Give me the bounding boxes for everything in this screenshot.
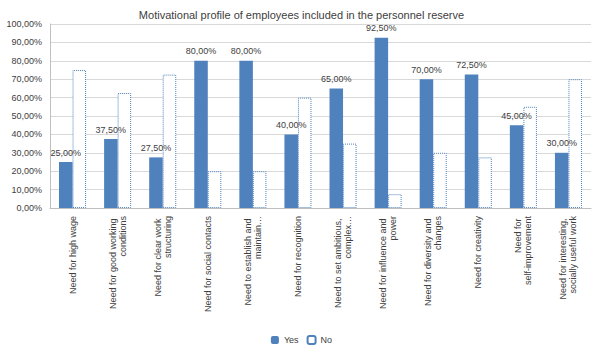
svg-text:Need for creativity: Need for creativity xyxy=(473,216,483,289)
svg-text:37,50%: 37,50% xyxy=(96,125,127,135)
svg-text:40,00%: 40,00% xyxy=(11,129,42,139)
svg-text:No: No xyxy=(321,335,333,345)
svg-text:Need for influence and: Need for influence and xyxy=(378,216,388,309)
svg-text:30,00%: 30,00% xyxy=(11,148,42,158)
svg-text:self-improvement: self-improvement xyxy=(523,216,533,286)
svg-text:structuring: structuring xyxy=(163,216,173,258)
svg-text:Need for social contacts: Need for social contacts xyxy=(203,216,213,313)
svg-text:70,00%: 70,00% xyxy=(11,74,42,84)
svg-text:80,00%: 80,00% xyxy=(11,56,42,66)
svg-text:90,00%: 90,00% xyxy=(11,37,42,47)
svg-text:45,00%: 45,00% xyxy=(501,111,532,121)
svg-text:20,00%: 20,00% xyxy=(11,166,42,176)
svg-text:Need for diversity and: Need for diversity and xyxy=(423,216,433,306)
svg-text:Need to set ambitious,: Need to set ambitious, xyxy=(333,216,343,308)
svg-text:socially useful work: socially useful work xyxy=(568,216,578,294)
svg-text:92,50%: 92,50% xyxy=(366,23,397,33)
svg-text:conditions: conditions xyxy=(118,216,128,257)
svg-text:Need for high wage: Need for high wage xyxy=(68,216,78,294)
svg-text:80,00%: 80,00% xyxy=(186,46,217,56)
svg-text:Yes: Yes xyxy=(284,335,299,345)
svg-text:power: power xyxy=(388,216,398,241)
svg-text:72,50%: 72,50% xyxy=(456,60,487,70)
svg-text:Motivational profile of employ: Motivational profile of employees includ… xyxy=(139,9,464,21)
svg-text:40,00%: 40,00% xyxy=(276,120,307,130)
svg-text:65,00%: 65,00% xyxy=(321,74,352,84)
svg-text:25,00%: 25,00% xyxy=(51,148,82,158)
svg-text:Need for recognition: Need for recognition xyxy=(293,216,303,297)
svg-text:50,00%: 50,00% xyxy=(11,111,42,121)
svg-text:complex…: complex… xyxy=(343,216,353,259)
svg-text:Need for clear work: Need for clear work xyxy=(153,216,163,297)
svg-text:60,00%: 60,00% xyxy=(11,93,42,103)
svg-text:Need to establish and: Need to establish and xyxy=(243,216,253,306)
svg-text:27,50%: 27,50% xyxy=(141,143,172,153)
svg-text:100,00%: 100,00% xyxy=(6,19,42,29)
svg-text:30,00%: 30,00% xyxy=(546,138,577,148)
svg-text:maintain…: maintain… xyxy=(253,216,263,259)
svg-text:changes: changes xyxy=(433,216,443,251)
svg-text:0,00%: 0,00% xyxy=(16,203,42,213)
svg-text:70,00%: 70,00% xyxy=(411,65,442,75)
svg-text:80,00%: 80,00% xyxy=(231,46,262,56)
svg-text:Need for: Need for xyxy=(513,216,523,253)
svg-text:10,00%: 10,00% xyxy=(11,185,42,195)
svg-text:Need for interesting,: Need for interesting, xyxy=(558,216,568,300)
svg-text:Need for good working: Need for good working xyxy=(108,216,118,309)
